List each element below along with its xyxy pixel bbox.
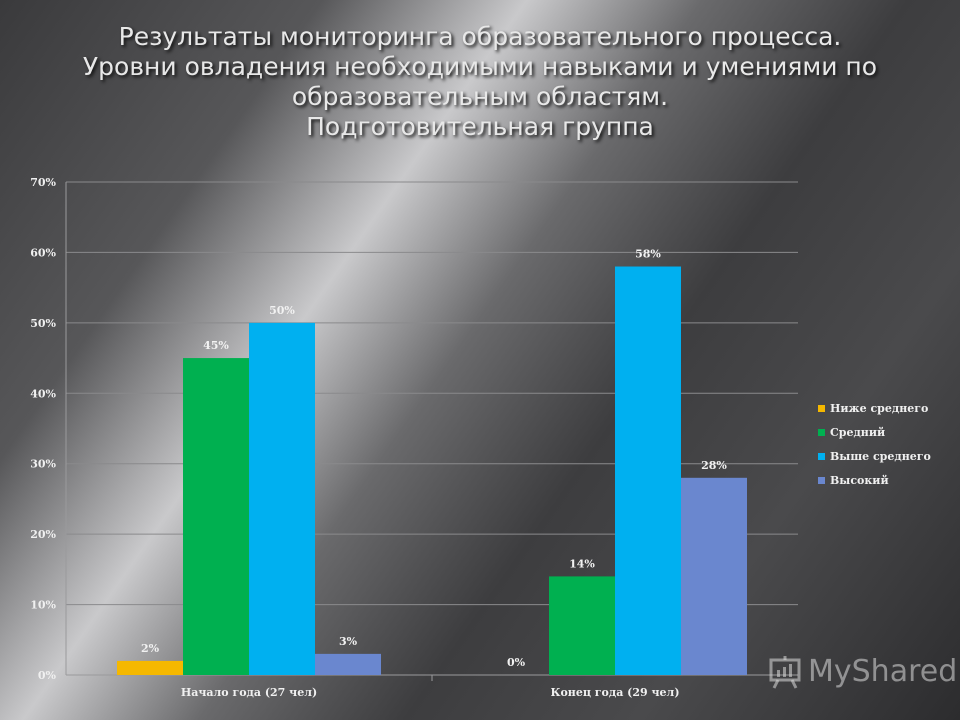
chart-title: Результаты мониторинга образовательного … bbox=[40, 22, 920, 142]
bar bbox=[549, 576, 615, 675]
legend-swatch bbox=[818, 404, 825, 412]
y-tick-label: 10% bbox=[30, 599, 56, 612]
y-tick-label: 20% bbox=[30, 528, 56, 541]
legend-item: Ниже среднего bbox=[818, 396, 931, 420]
bar bbox=[615, 266, 681, 675]
legend-swatch bbox=[818, 476, 825, 484]
legend-label: Ниже среднего bbox=[830, 401, 929, 415]
legend-label: Выше среднего bbox=[830, 449, 931, 463]
data-label: 50% bbox=[269, 304, 295, 317]
bar bbox=[249, 322, 315, 675]
bar bbox=[315, 653, 381, 675]
watermark: MyShared bbox=[768, 654, 957, 689]
y-tick-label: 50% bbox=[30, 317, 56, 330]
legend-swatch bbox=[818, 452, 825, 460]
data-label: 58% bbox=[635, 248, 661, 261]
title-line: образовательным областям. bbox=[291, 82, 669, 111]
data-label: 14% bbox=[569, 557, 595, 570]
y-tick-label: 60% bbox=[30, 246, 56, 259]
legend-item: Высокий bbox=[818, 468, 931, 492]
data-label: 3% bbox=[339, 635, 358, 648]
legend-item: Средний bbox=[818, 420, 931, 444]
bar bbox=[183, 358, 249, 675]
data-label: 45% bbox=[203, 339, 229, 352]
legend-item: Выше среднего bbox=[818, 444, 931, 468]
presentation-board-icon bbox=[769, 655, 801, 689]
legend-swatch bbox=[818, 428, 825, 436]
data-label: 2% bbox=[141, 642, 160, 655]
y-tick-label: 0% bbox=[38, 669, 57, 682]
x-tick-label: Конец года (29 чел) bbox=[550, 686, 679, 699]
legend-label: Средний bbox=[830, 425, 886, 439]
title-line: Уровни овладения необходимыми навыками и… bbox=[82, 52, 878, 81]
data-label: 28% bbox=[701, 459, 727, 472]
title-line: Подготовительная группа bbox=[306, 112, 654, 141]
data-label: 0% bbox=[507, 656, 526, 669]
title-line: Результаты мониторинга образовательного … bbox=[118, 22, 842, 51]
bar bbox=[681, 477, 747, 675]
y-tick-label: 40% bbox=[30, 387, 56, 400]
bar bbox=[117, 660, 183, 675]
x-tick-label: Начало года (27 чел) bbox=[181, 686, 317, 699]
legend-label: Высокий bbox=[830, 473, 889, 487]
y-tick-label: 70% bbox=[30, 176, 56, 189]
legend: Ниже среднего Средний Выше среднего Высо… bbox=[818, 396, 931, 492]
watermark-text: MyShared bbox=[808, 654, 958, 689]
y-tick-label: 30% bbox=[30, 458, 56, 471]
